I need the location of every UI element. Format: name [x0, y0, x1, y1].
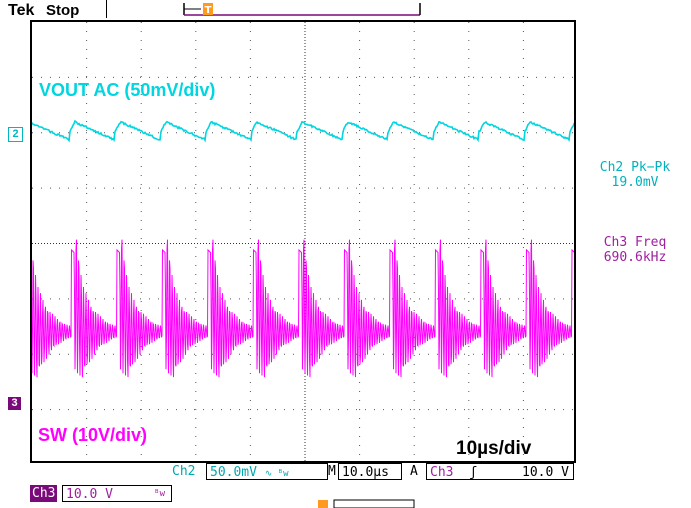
ch2-waveform-label: VOUT AC (50mV/div): [39, 80, 215, 101]
ch2-coupling-icon: ∿ ᴮw: [265, 469, 289, 479]
ch2-name: Ch2: [172, 463, 195, 480]
ch2-trace: [32, 121, 576, 141]
svg-text:T: T: [205, 5, 212, 16]
header-divider: [106, 0, 107, 18]
ch3-ground-marker[interactable]: 3: [8, 397, 21, 410]
measurement-value: 690.6kHz: [590, 250, 680, 265]
ch3-bw-icon: ᴮw: [154, 486, 165, 503]
measurement-name: Ch3 Freq: [590, 235, 680, 250]
brand-logo: Tek: [8, 2, 34, 20]
measurement-value: 19.0mV: [590, 175, 680, 190]
ch2-ground-marker[interactable]: 2: [8, 127, 23, 142]
trigger-source: Ch3: [430, 465, 453, 480]
horizontal-scale[interactable]: 10.0µs: [338, 463, 402, 480]
measurement-ch3-freq: Ch3 Freq 690.6kHz: [590, 235, 680, 265]
trigger-level: 10.0 V: [522, 464, 569, 481]
trigger-slope-icon: ʃ: [469, 465, 477, 480]
ch3-waveform-label: SW (10V/div): [38, 425, 147, 446]
acquisition-state: Stop: [46, 2, 79, 19]
trigger-readout[interactable]: Ch3 ʃ 10.0 V: [426, 463, 574, 480]
record-bar-icon: T: [183, 0, 421, 18]
ch3-status-scale[interactable]: 10.0 V ᴮw: [62, 485, 172, 502]
ch2-scale-readout[interactable]: 50.0mV ∿ ᴮw: [206, 463, 328, 480]
trigger-prefix: A: [410, 463, 418, 480]
ch3-scale: 10.0 V: [66, 487, 113, 502]
horiz-prefix: M: [328, 463, 336, 480]
ch3-status-name[interactable]: Ch3: [30, 485, 57, 502]
measurement-ch2-pkpk: Ch2 Pk−Pk 19.0mV: [590, 160, 680, 190]
ch3-trace: [32, 240, 576, 378]
measurement-name: Ch2 Pk−Pk: [590, 160, 680, 175]
ch2-scale: 50.0mV: [210, 465, 257, 480]
timebase-label: 10µs/div: [456, 438, 531, 460]
record-position-indicator: [318, 498, 418, 508]
